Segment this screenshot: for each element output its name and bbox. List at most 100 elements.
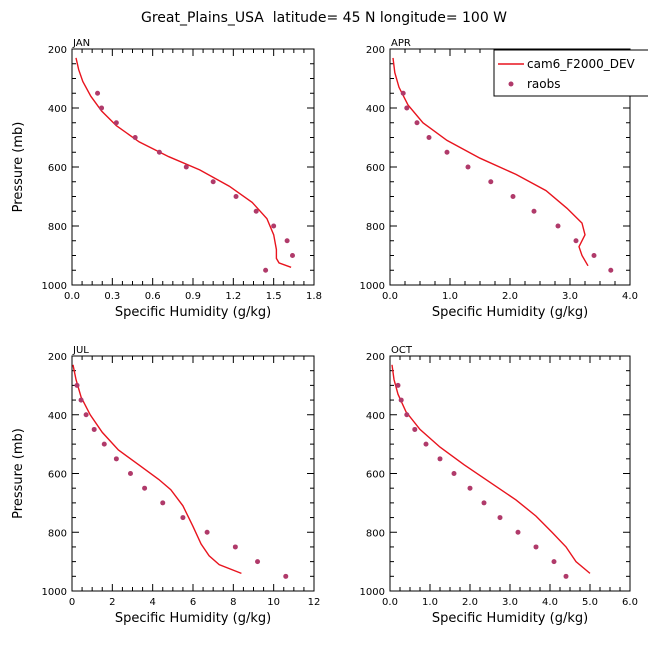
x-tick-label: 0.6 [145, 291, 161, 302]
y-tick-label: 600 [48, 470, 67, 481]
raobs-point [180, 515, 186, 521]
panel-apr: APR 0.0 1.0 2.0 3.0 4.0 200 400 600 800 1000 Specif… [360, 38, 638, 320]
y-tick-label: 800 [366, 222, 385, 233]
raobs-point [423, 441, 429, 447]
raobs-point [132, 135, 138, 140]
x-tick-label: 4.0 [622, 291, 638, 302]
raobs-point [83, 412, 89, 418]
raobs-point [510, 194, 516, 199]
raobs-point [255, 559, 261, 565]
raobs-point [398, 397, 404, 403]
x-tick-label: 1.8 [306, 291, 322, 302]
raobs-point [99, 105, 105, 111]
x-tick-label: 0.9 [185, 291, 201, 302]
plot-frame [71, 355, 315, 592]
raobs-point [608, 267, 614, 273]
x-tick-label: 3.0 [502, 597, 518, 608]
raobs-point [497, 515, 503, 521]
x-tick-label: 1.0 [442, 291, 458, 302]
raobs-point [78, 397, 84, 403]
panel-jul: JUL 0 2 4 6 8 10 12 200 400 600 800 1000 Specific Hum… [11, 345, 320, 626]
x-tick-label: 0.0 [64, 291, 80, 302]
x-axis-label: Specific Humidity (g/kg) [115, 611, 271, 626]
model-line [72, 364, 242, 575]
raobs-point [531, 208, 537, 214]
raobs-point [451, 471, 457, 476]
x-tick-label: 0 [69, 597, 75, 608]
panel-label: OCT [391, 345, 413, 356]
y-tick-label: 200 [366, 45, 385, 56]
raobs-point [113, 120, 119, 126]
y-tick-label: 200 [366, 352, 385, 363]
raobs-point [142, 485, 148, 491]
raobs-point [465, 164, 471, 170]
raobs-point [555, 223, 561, 229]
raobs-point [113, 456, 119, 462]
x-tick-label: 2 [109, 597, 115, 608]
panel-label: APR [391, 38, 411, 49]
raobs-point [563, 573, 569, 579]
raobs-point [101, 441, 107, 447]
x-tick-label: 1.2 [225, 291, 241, 302]
raobs-point [400, 90, 406, 96]
panel-jan: JAN 0.0 0.3 0.6 0.9 1.2 1.5 1.8 200 400 600 800 1000… [11, 38, 322, 320]
y-tick-label: 400 [48, 104, 67, 115]
x-tick-label: 1.5 [266, 291, 282, 302]
raobs-point [467, 485, 473, 491]
raobs-point [127, 471, 133, 476]
raobs-point [283, 573, 289, 579]
raobs-point [95, 90, 101, 96]
raobs-point [426, 135, 432, 140]
raobs-point [253, 208, 259, 214]
raobs-point [488, 179, 494, 185]
y-tick-label: 600 [366, 163, 385, 174]
x-tick-label: 5.0 [582, 597, 598, 608]
raobs-point [591, 253, 597, 258]
panel-label: JUL [72, 345, 89, 356]
y-tick-label: 600 [48, 163, 67, 174]
raobs-point [183, 164, 189, 170]
y-tick-label: 200 [48, 45, 67, 56]
raobs-point [263, 267, 269, 273]
raobs-point [404, 412, 410, 418]
raobs-point [551, 559, 557, 565]
x-tick-label: 1.0 [422, 597, 438, 608]
x-tick-label: 6 [190, 597, 196, 608]
y-axis-label: Pressure (mb) [11, 428, 26, 519]
y-tick-label: 1000 [360, 587, 385, 598]
raobs-point [284, 238, 290, 244]
y-tick-label: 200 [48, 352, 67, 363]
x-tick-label: 0.3 [104, 291, 120, 302]
y-tick-label: 1000 [360, 281, 385, 292]
y-tick-label: 800 [366, 528, 385, 539]
y-tick-label: 1000 [42, 281, 67, 292]
raobs-point [412, 426, 418, 432]
raobs-point [91, 426, 97, 432]
raobs-point [289, 253, 295, 258]
x-tick-label: 12 [308, 597, 321, 608]
raobs-point [481, 500, 487, 506]
raobs-point [414, 120, 420, 126]
raobs-point [204, 529, 210, 535]
y-tick-label: 800 [48, 528, 67, 539]
legend-obs-label: raobs [527, 77, 561, 91]
raobs-point [515, 529, 521, 535]
y-tick-label: 400 [48, 411, 67, 422]
raobs-point [395, 382, 401, 388]
raobs-point [444, 149, 450, 155]
x-axis-label: Specific Humidity (g/kg) [115, 305, 271, 320]
plot-frame [389, 355, 631, 592]
y-axis-label: Pressure (mb) [11, 122, 26, 213]
raobs-point [404, 105, 410, 111]
x-tick-label: 2.0 [502, 291, 518, 302]
x-tick-label: 2.0 [462, 597, 478, 608]
legend-obs-swatch [508, 81, 514, 87]
x-tick-label: 6.0 [622, 597, 638, 608]
raobs-point [533, 544, 539, 550]
raobs-point [74, 382, 80, 388]
y-tick-label: 600 [366, 470, 385, 481]
x-tick-label: 3.0 [562, 291, 578, 302]
